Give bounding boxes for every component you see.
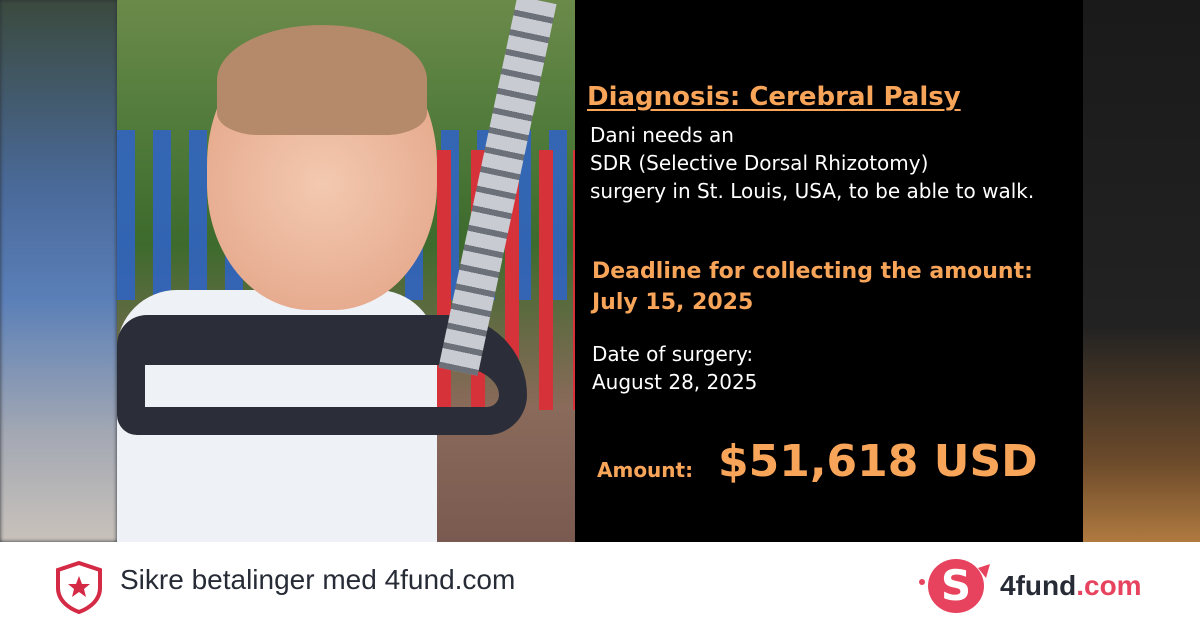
amount-label: Amount: [597,458,694,482]
surgery-date-block: Date of surgery: August 28, 2025 [592,340,757,396]
deadline-label: Deadline for collecting the amount: [592,259,1033,284]
info-panel: Diagnosis: Cerebral Palsy Dani needs an … [575,0,1083,542]
surgery-label: Date of surgery: [592,342,754,366]
diagnosis-heading: Diagnosis: Cerebral Palsy [587,82,961,112]
deadline: Deadline for collecting the amount: July… [592,256,1033,318]
description: Dani needs an SDR (Selective Dorsal Rhiz… [590,121,1034,205]
footer: Sikre betalinger med 4fund.com S 4fund.c… [0,542,1200,630]
blurred-background-right [1083,0,1200,542]
shield-star-icon [56,560,102,614]
child-hair [217,25,427,135]
4fund-logo[interactable]: S 4fund.com [916,556,1142,616]
description-line: Dani needs an [590,123,734,147]
description-line: SDR (Selective Dorsal Rhizotomy) [590,151,929,175]
amount-value: $51,618 USD [718,436,1038,487]
blurred-background-left [0,0,117,542]
piggy-bank-logo-icon: S [919,559,990,613]
description-line: surgery in St. Louis, USA, to be able to… [590,179,1035,203]
logo-main: 4fund [1000,570,1077,601]
secure-payments-text: Sikre betalinger med 4fund.com [120,564,516,595]
campaign-banner: Diagnosis: Cerebral Palsy Dani needs an … [0,0,1200,542]
deadline-date: July 15, 2025 [592,290,754,315]
surgery-date: August 28, 2025 [592,370,758,394]
svg-text:S: S [941,561,971,610]
logo-suffix: .com [1076,570,1142,601]
child-photo [117,0,575,542]
